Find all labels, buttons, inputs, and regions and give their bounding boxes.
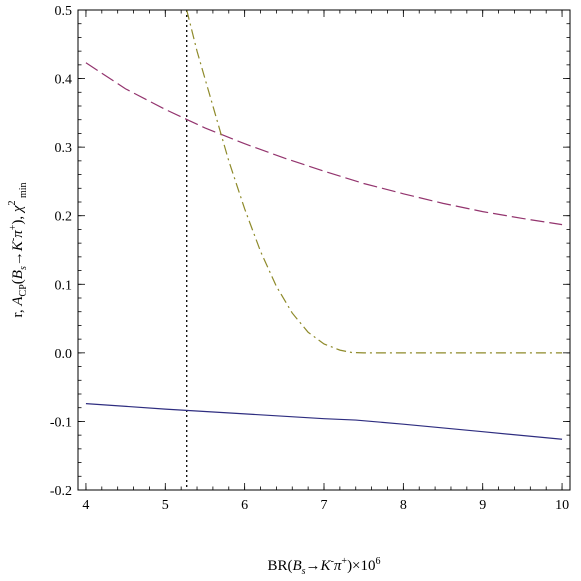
series-line-1 (85, 403, 563, 440)
y-tick-label: 0.5 (55, 4, 73, 19)
x-tick-label: 5 (162, 498, 169, 513)
x-tick-label: 4 (82, 498, 89, 513)
y-tick-label: -0.1 (50, 415, 72, 430)
x-axis-label: BR(Bs→K-π+)×106 (267, 556, 380, 577)
x-tick-label: 7 (321, 498, 328, 513)
y-tick-label: 0.1 (55, 278, 73, 293)
y-tick-label: 0.2 (55, 210, 73, 225)
series-line-2 (85, 62, 563, 226)
x-tick-label: 9 (479, 498, 486, 513)
y-tick-label: 0.4 (55, 73, 73, 88)
y-tick-label: -0.2 (50, 484, 72, 499)
y-tick-label: 0.3 (55, 141, 73, 156)
x-tick-label: 6 (241, 498, 248, 513)
y-axis-label: r, ACP(Bs→K-π+), χ2 min (7, 182, 29, 317)
y-tick-label: 0.0 (55, 347, 73, 362)
x-tick-label: 10 (555, 498, 569, 513)
plot-frame (77, 9, 571, 491)
x-tick-label: 8 (400, 498, 407, 513)
series-line-3 (186, 10, 563, 354)
